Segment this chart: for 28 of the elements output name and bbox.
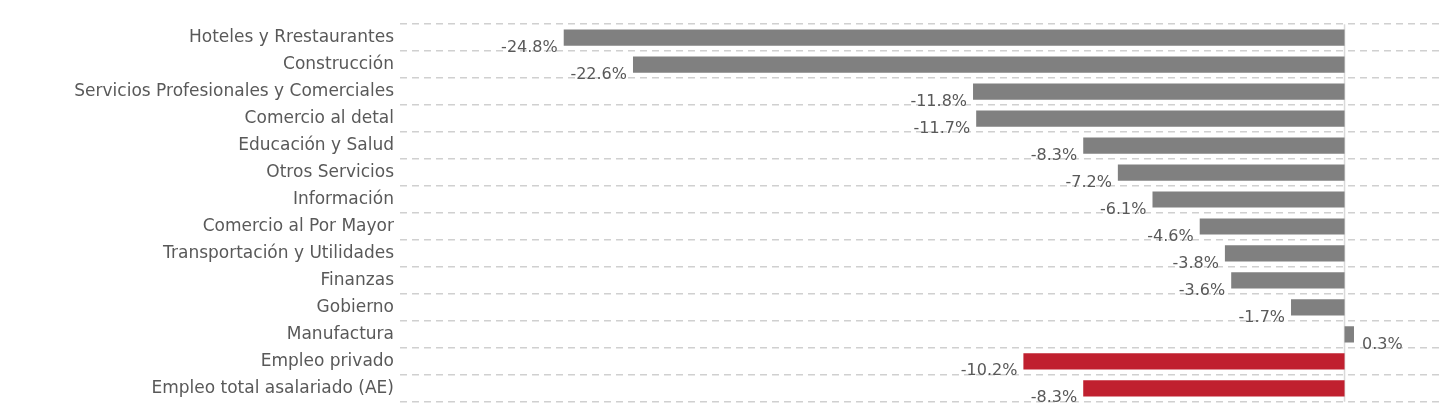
data-label: -8.3% xyxy=(1030,387,1078,407)
y-tick-label: Servicios Profesionales y Comerciales xyxy=(74,80,395,101)
data-label: -11.8% xyxy=(910,90,968,110)
y-tick-label: Empleo privado xyxy=(260,349,394,370)
y-tick-label: Manufactura xyxy=(286,322,394,343)
data-label: -6.1% xyxy=(1100,198,1147,218)
data-label: -10.2% xyxy=(960,360,1018,380)
y-tick-label: Otros Servicios xyxy=(266,160,395,181)
data-label: -3.6% xyxy=(1178,279,1226,299)
data-label: 0.3% xyxy=(1361,333,1403,353)
y-tick-label: Transportación y Utilidades xyxy=(162,241,395,262)
data-label: -24.8% xyxy=(501,36,558,56)
data-label: -1.7% xyxy=(1238,306,1286,326)
data-label: -4.6% xyxy=(1147,225,1194,245)
data-label: -8.3% xyxy=(1030,144,1078,164)
y-tick-label: Empleo total asalariado (AE) xyxy=(151,376,394,397)
y-tick-label: Construcción xyxy=(283,53,394,74)
y-tick-label: Finanzas xyxy=(320,268,395,289)
y-tick-label: Comercio al detal xyxy=(244,107,394,128)
y-tick-label: Información xyxy=(292,187,394,208)
y-tick-label: Hoteles y Rrestaurantes xyxy=(189,26,395,47)
y-tick-label: Gobierno xyxy=(316,295,394,316)
data-label: -22.6% xyxy=(570,63,627,83)
data-label: -3.8% xyxy=(1172,252,1219,272)
data-label: -7.2% xyxy=(1065,171,1112,191)
y-tick-label: Comercio al Por Mayor xyxy=(202,214,394,235)
data-label: -11.7% xyxy=(913,117,971,137)
y-tick-label: Educación y Salud xyxy=(238,133,394,154)
